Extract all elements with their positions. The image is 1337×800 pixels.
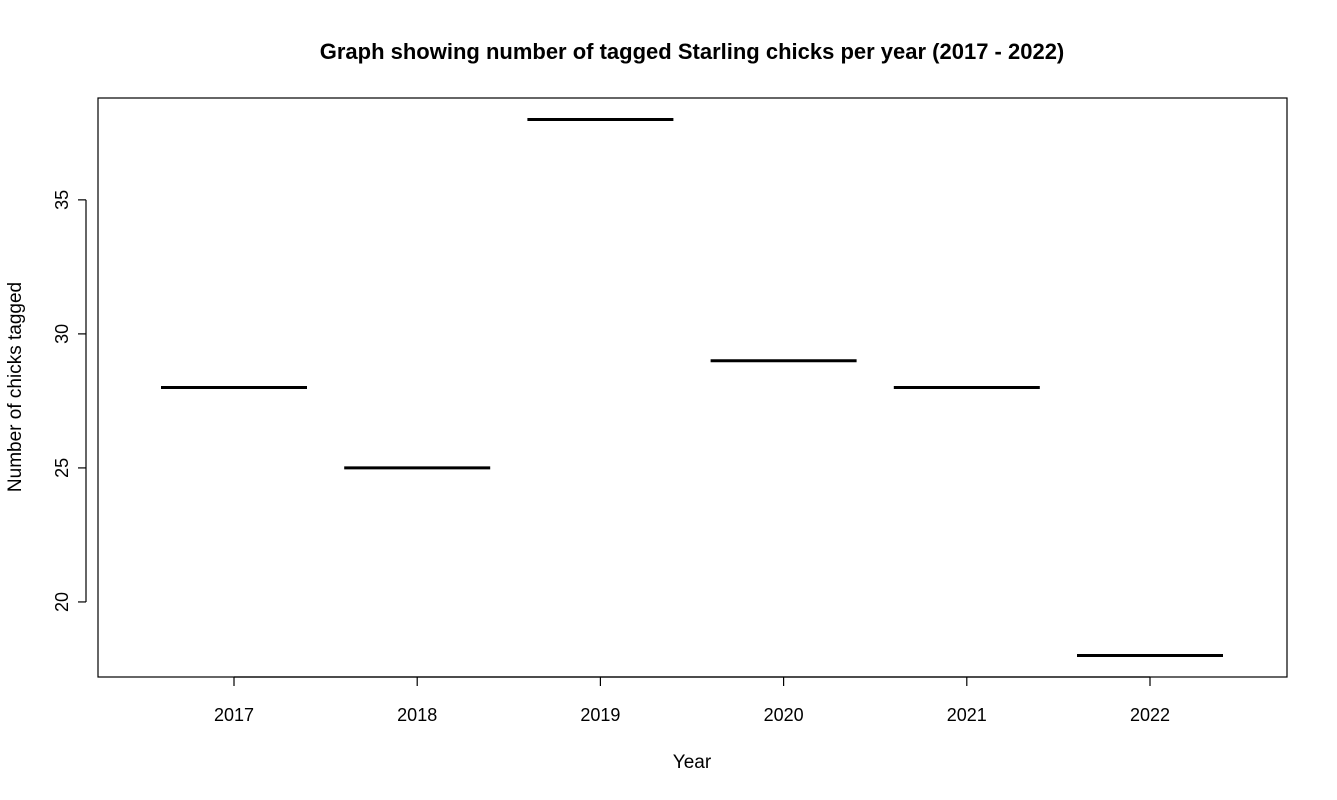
chart-title: Graph showing number of tagged Starling … bbox=[320, 39, 1065, 64]
x-tick-label: 2017 bbox=[214, 705, 254, 725]
y-tick-label: 25 bbox=[52, 458, 72, 478]
data-marks bbox=[161, 117, 1223, 658]
x-axis-label: Year bbox=[673, 752, 712, 773]
x-tick-label: 2018 bbox=[397, 705, 437, 725]
x-tick-label: 2020 bbox=[764, 705, 804, 725]
y-axis: 20 25 30 35 bbox=[52, 190, 87, 612]
x-tick-label: 2019 bbox=[580, 705, 620, 725]
y-axis-label: Number of chicks tagged bbox=[5, 282, 26, 492]
y-tick-label: 20 bbox=[52, 592, 72, 612]
y-tick-label: 35 bbox=[52, 190, 72, 210]
x-tick-label: 2021 bbox=[947, 705, 987, 725]
x-axis: 2017 2018 2019 2020 2021 2022 bbox=[214, 676, 1170, 725]
y-tick-label: 30 bbox=[52, 324, 72, 344]
x-tick-label: 2022 bbox=[1130, 705, 1170, 725]
